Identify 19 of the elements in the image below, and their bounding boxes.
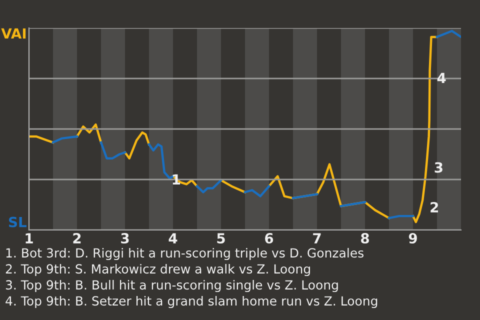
text: 3. Top 9th: B. Bull hit a run-scoring single vs Z. Loong [6,280,338,292]
text: 4. Top 9th: B. Setzer hit a grand slam home run vs Z. Loong [6,296,378,308]
annotation: 2 [430,202,438,212]
text: 1. Bot 3rd: D. Riggi hit a run-scoring triple vs D. Gonzales [6,248,364,260]
text: 2. Top 9th: S. Markowicz drew a walk vs Z. Loong [6,264,310,276]
x-tick-label: 6 [265,233,274,244]
x-tick-label: 4 [168,233,178,244]
x-tick-label: 8 [361,233,369,244]
x-tick-label: 7 [313,233,321,244]
x-tick-label: 5 [217,233,225,244]
x-tick-label: 3 [121,233,129,244]
annotation: 1 [172,174,180,184]
x-tick-label: 1 [26,233,33,244]
text: SL [8,216,26,228]
x-tick-label: 9 [408,233,417,244]
annotation: 4 [437,72,446,83]
annotation: 3 [434,162,442,173]
x-tick-label: 2 [73,233,81,244]
text: VAI [1,28,26,39]
